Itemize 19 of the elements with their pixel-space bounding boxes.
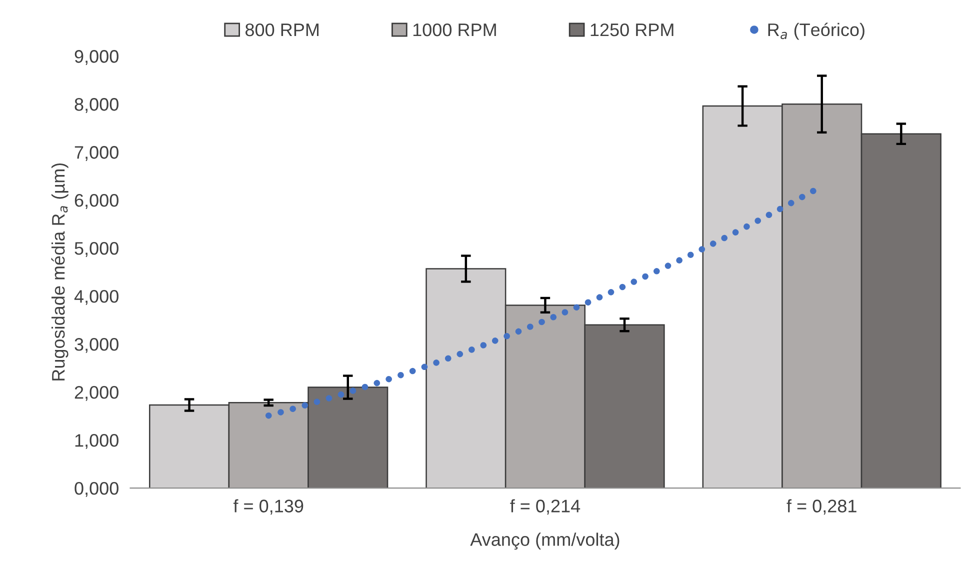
y-tick-label: 4,000 <box>74 290 118 305</box>
y-axis-title: Rugosidade média R$_{a}$ (µm) <box>51 163 68 380</box>
x-axis-title: Avanço (mm/volta) <box>470 532 620 550</box>
y-tick-label: 5,000 <box>74 242 118 257</box>
x-tick-label: f = 0,214 <box>510 499 580 515</box>
y-tick-label: 9,000 <box>74 50 118 65</box>
legend-label: 1250 RPM <box>590 23 674 36</box>
y-tick-label: 1,000 <box>75 434 118 449</box>
legend-label: 800 RPM <box>246 23 318 36</box>
legend-label: R$_{a}$ (Teórico) <box>768 22 864 40</box>
y-tick-label: 6,000 <box>74 194 118 209</box>
y-tick-label: 0,000 <box>74 482 118 497</box>
y-tick-label: 2,000 <box>74 386 118 401</box>
x-tick-label: f = 0,139 <box>233 499 304 515</box>
y-tick-label: 8,000 <box>74 98 118 113</box>
x-tick-label: f = 0,281 <box>786 499 856 515</box>
legend-label: 1000 RPM <box>413 23 496 36</box>
y-tick-label: 7,000 <box>74 146 118 161</box>
y-tick-label: 3,000 <box>74 338 118 353</box>
